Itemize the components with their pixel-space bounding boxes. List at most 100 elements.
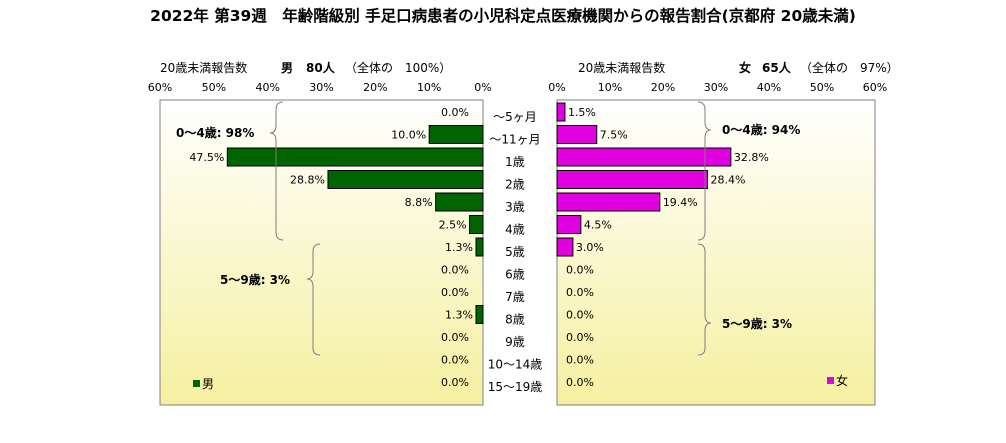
male-header-share: （全体の 100%） (345, 60, 451, 75)
female-bar (556, 147, 732, 167)
female-value-label: 7.5% (600, 129, 628, 142)
male-x-tick-label: 60% (148, 81, 172, 94)
female-value-label: 3.0% (576, 241, 604, 254)
category-label: 4歳 (505, 223, 525, 237)
male-value-label: 1.3% (445, 241, 473, 254)
female-value-label: 19.4% (663, 196, 698, 209)
female-panel: 20歳未満報告数 女 65人 （全体の 97%） 0% 10% 20% 30% 40% 5… (548, 60, 899, 406)
female-bar (556, 125, 598, 144)
female-annotation-0-4: 0～4歳: 94% (722, 122, 800, 137)
male-bracket-5-9 (306, 243, 321, 356)
female-bar (556, 192, 661, 212)
category-label: 7歳 (505, 290, 525, 304)
female-x-axis-ticks: 0% 10% 20% 30% 40% 50% 60% (548, 81, 887, 94)
male-header-count: 80人 (306, 60, 336, 75)
male-value-label: 47.5% (189, 151, 224, 164)
female-x-tick-label: 40% (757, 81, 781, 94)
female-value-label: 0.0% (566, 309, 594, 322)
male-bar (226, 147, 484, 167)
female-value-label: 32.8% (734, 151, 769, 164)
male-value-label: 0.0% (441, 264, 469, 277)
category-label: 2歳 (505, 178, 525, 192)
female-value-label: 4.5% (584, 219, 612, 232)
female-annotation-5-9: 5～9歳: 3% (722, 316, 792, 331)
male-bar (475, 305, 484, 324)
female-value-label: 0.0% (566, 286, 594, 299)
male-x-tick-label: 50% (202, 81, 226, 94)
male-annotation-0-4: 0～4歳: 98% (176, 125, 254, 140)
male-x-tick-label: 40% (255, 81, 279, 94)
female-bars (556, 102, 732, 257)
female-value-label: 28.4% (711, 174, 746, 187)
male-plot-area (159, 99, 484, 406)
female-value-label: 0.0% (566, 354, 594, 367)
male-value-label: 0.0% (441, 376, 469, 389)
female-bar (556, 237, 574, 257)
male-x-tick-label: 30% (309, 81, 333, 94)
category-label: 1歳 (505, 155, 525, 169)
female-x-tick-label: 20% (651, 81, 675, 94)
female-x-tick-label: 0% (548, 81, 565, 94)
female-bar (556, 215, 582, 234)
male-x-tick-label: 10% (417, 81, 441, 94)
female-header-share: （全体の 97%） (800, 60, 899, 75)
female-bar (556, 102, 566, 122)
female-x-tick-label: 50% (810, 81, 834, 94)
male-value-labels: 0.0% 10.0% 47.5% 28.8% 8.8% 2.5% 1.3% 0.0% 0.0% 1… (189, 106, 473, 389)
male-annotation-5-9: 5～9歳: 3% (220, 272, 290, 287)
category-label: 9歳 (505, 335, 525, 349)
female-value-label: 1.5% (568, 106, 596, 119)
female-bracket-5-9 (697, 243, 712, 356)
male-header-sex: 男 (281, 61, 293, 75)
female-x-tick-label: 30% (704, 81, 728, 94)
male-value-label: 28.8% (290, 174, 325, 187)
female-legend-swatch (827, 377, 834, 384)
female-x-tick-label: 60% (863, 81, 887, 94)
female-bracket-0-4 (697, 101, 712, 241)
female-header-sex: 女 (739, 60, 751, 75)
female-x-tick-label: 10% (598, 81, 622, 94)
male-value-label: 10.0% (391, 129, 426, 142)
female-value-label: 0.0% (566, 376, 594, 389)
chart-title: 2022年 第39週 年齢階級別 手足口病患者の小児科定点医療機関からの報告割合… (150, 6, 856, 25)
female-value-labels: 1.5% 7.5% 32.8% 28.4% 19.4% 4.5% 3.0% 0.0% 0.0% 0… (566, 106, 769, 389)
male-legend-label: 男 (202, 377, 214, 391)
male-bars (226, 125, 484, 324)
male-panel: 20歳未満報告数 男 80人 （全体の 100%） 60% 50% 40% 30% 20… (148, 60, 492, 406)
category-label: 6歳 (505, 268, 525, 282)
category-label: 10～14歳 (488, 358, 543, 372)
category-labels: ～5ヶ月 ～11ヶ月 1歳 2歳 3歳 4歳 5歳 6歳 7歳 8歳 9歳 10～14歳 15～19歳 (488, 110, 543, 394)
female-plot-area (556, 99, 876, 406)
category-label: ～11ヶ月 (489, 133, 540, 147)
category-label: 15～19歳 (488, 380, 543, 394)
female-value-label: 0.0% (566, 331, 594, 344)
female-value-label: 0.0% (566, 264, 594, 277)
male-value-label: 1.3% (445, 309, 473, 322)
female-legend-label: 女 (836, 373, 848, 388)
male-x-tick-label: 20% (363, 81, 387, 94)
male-bar (475, 237, 484, 257)
category-label: 8歳 (505, 313, 525, 327)
male-value-label: 0.0% (441, 331, 469, 344)
male-bracket-0-4 (269, 101, 284, 241)
male-bar (469, 215, 484, 234)
male-bar (435, 192, 484, 212)
male-x-axis-ticks: 60% 50% 40% 30% 20% 10% 0% (148, 81, 492, 94)
male-bar (428, 125, 484, 144)
male-value-label: 8.8% (405, 196, 433, 209)
female-header-count: 65人 (762, 60, 792, 75)
male-header-label: 20歳未満報告数 (160, 60, 247, 75)
male-value-label: 0.0% (441, 286, 469, 299)
male-value-label: 2.5% (439, 219, 467, 232)
category-label: 5歳 (505, 245, 525, 259)
male-value-label: 0.0% (441, 106, 469, 119)
male-value-label: 0.0% (441, 354, 469, 367)
male-legend-swatch (193, 380, 200, 387)
category-label: ～5ヶ月 (493, 110, 537, 124)
female-bar (556, 170, 709, 189)
male-bar (327, 170, 484, 189)
female-header-label: 20歳未満報告数 (578, 60, 665, 75)
male-x-tick-label: 0% (474, 81, 491, 94)
category-label: 3歳 (505, 200, 525, 214)
